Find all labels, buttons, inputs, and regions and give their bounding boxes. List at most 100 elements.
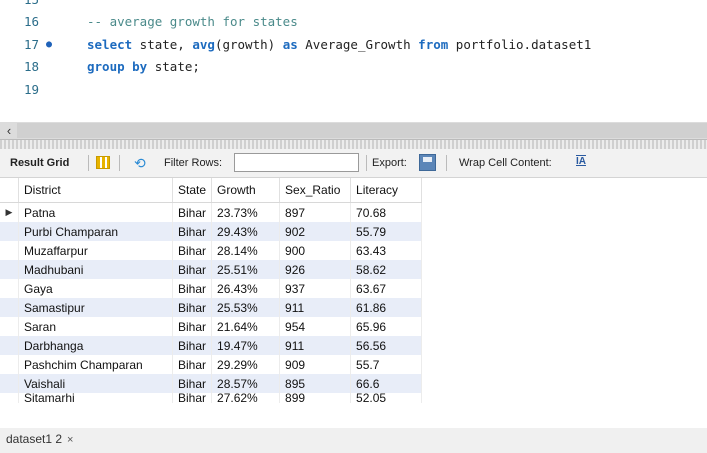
row-marker xyxy=(0,393,19,403)
table-row[interactable]: Sitamarhi Bihar 27.62% 899 52.05 xyxy=(0,393,423,403)
line-number: 17 xyxy=(23,37,39,52)
table-cell[interactable]: 895 xyxy=(279,374,352,393)
table-cell[interactable]: 900 xyxy=(279,241,352,260)
table-cell[interactable]: 55.7 xyxy=(350,355,423,374)
table-cell[interactable]: Patna xyxy=(18,202,173,222)
column-header[interactable]: Sex_Ratio xyxy=(279,178,352,203)
table-cell[interactable]: 70.68 xyxy=(350,202,423,222)
table-cell[interactable]: 29.29% xyxy=(211,355,281,374)
table-cell[interactable]: Bihar xyxy=(172,279,213,298)
table-cell[interactable]: 56.56 xyxy=(350,336,423,355)
table-cell[interactable]: Bihar xyxy=(172,374,213,393)
table-cell[interactable]: 27.62% xyxy=(211,393,281,403)
table-cell[interactable]: Gaya xyxy=(18,279,173,298)
table-cell[interactable]: Sitamarhi xyxy=(18,393,173,403)
column-header[interactable]: Growth xyxy=(211,178,281,203)
grid-view-icon[interactable] xyxy=(96,156,110,169)
filter-rows-label: Filter Rows: xyxy=(164,157,223,169)
table-row[interactable]: Pashchim Champaran Bihar 29.29% 909 55.7 xyxy=(0,355,423,374)
table-row[interactable]: Samastipur Bihar 25.53% 911 61.86 xyxy=(0,298,423,317)
table-cell[interactable]: Bihar xyxy=(172,202,213,222)
tab-dataset1-2[interactable]: dataset1 2 × xyxy=(6,432,73,446)
table-cell[interactable]: 63.43 xyxy=(350,241,423,260)
header-row: District State Growth Sex_Ratio Literacy xyxy=(0,178,423,203)
table-cell[interactable]: Bihar xyxy=(172,241,213,260)
table-cell[interactable]: 52.05 xyxy=(350,393,423,403)
table-cell[interactable]: 25.53% xyxy=(211,298,281,317)
table-cell[interactable]: 23.73% xyxy=(211,202,281,222)
table-row[interactable]: ▶ Patna Bihar 23.73% 897 70.68 xyxy=(0,202,423,222)
table-cell[interactable]: Bihar xyxy=(172,222,213,241)
table-row[interactable]: Madhubani Bihar 25.51% 926 58.62 xyxy=(0,260,423,279)
table-cell[interactable]: Samastipur xyxy=(18,298,173,317)
export-icon[interactable] xyxy=(419,154,436,171)
table-cell[interactable]: 66.6 xyxy=(350,374,423,393)
table-cell[interactable]: Bihar xyxy=(172,317,213,336)
table-cell[interactable]: Madhubani xyxy=(18,260,173,279)
result-grid-button[interactable]: Result Grid xyxy=(10,157,70,169)
table-cell[interactable]: 902 xyxy=(279,222,352,241)
close-icon[interactable]: × xyxy=(67,434,74,446)
toolbar-divider xyxy=(446,155,447,171)
column-header[interactable]: State xyxy=(172,178,213,203)
table-cell[interactable]: 65.96 xyxy=(350,317,423,336)
table-cell[interactable]: 909 xyxy=(279,355,352,374)
table-cell[interactable]: 28.57% xyxy=(211,374,281,393)
statement-marker-icon[interactable]: ● xyxy=(46,39,53,50)
filter-rows-input[interactable] xyxy=(234,153,359,172)
table-row[interactable]: Gaya Bihar 26.43% 937 63.67 xyxy=(0,279,423,298)
table-cell[interactable]: 937 xyxy=(279,279,352,298)
sql-keyword: as xyxy=(282,37,298,52)
table-cell[interactable]: 21.64% xyxy=(211,317,281,336)
table-cell[interactable]: 61.86 xyxy=(350,298,423,317)
row-marker-header xyxy=(0,178,19,203)
table-cell[interactable]: Bihar xyxy=(172,336,213,355)
code-line: 15 xyxy=(0,0,707,11)
table-cell[interactable]: Saran xyxy=(18,317,173,336)
table-row[interactable]: Muzaffarpur Bihar 28.14% 900 63.43 xyxy=(0,241,423,260)
horizontal-scrollbar[interactable]: ‹ xyxy=(0,122,707,139)
table-cell[interactable]: 19.47% xyxy=(211,336,281,355)
table-cell[interactable]: Muzaffarpur xyxy=(18,241,173,260)
table-row[interactable]: Saran Bihar 21.64% 954 65.96 xyxy=(0,317,423,336)
table-cell[interactable]: Bihar xyxy=(172,298,213,317)
table-cell[interactable]: 29.43% xyxy=(211,222,281,241)
result-grid[interactable]: District State Growth Sex_Ratio Literacy… xyxy=(0,178,707,428)
table-cell[interactable]: Bihar xyxy=(172,393,213,403)
wrap-cell-label: Wrap Cell Content: xyxy=(459,157,552,169)
table-cell[interactable]: 897 xyxy=(279,202,352,222)
line-number: 18 xyxy=(23,59,39,74)
table-row[interactable]: Vaishali Bihar 28.57% 895 66.6 xyxy=(0,374,423,393)
column-header[interactable]: Literacy xyxy=(350,178,423,203)
table-cell[interactable]: 911 xyxy=(279,336,352,355)
table-row[interactable]: Darbhanga Bihar 19.47% 911 56.56 xyxy=(0,336,423,355)
table-cell[interactable]: 63.67 xyxy=(350,279,423,298)
row-marker xyxy=(0,260,19,279)
table-cell[interactable]: 926 xyxy=(279,260,352,279)
table-cell[interactable]: 28.14% xyxy=(211,241,281,260)
table-cell[interactable]: Darbhanga xyxy=(18,336,173,355)
column-header[interactable]: District xyxy=(18,178,173,203)
table-cell[interactable]: 25.51% xyxy=(211,260,281,279)
table-cell[interactable]: 26.43% xyxy=(211,279,281,298)
pane-splitter[interactable] xyxy=(0,139,707,149)
table-cell[interactable]: 58.62 xyxy=(350,260,423,279)
table-cell[interactable]: 954 xyxy=(279,317,352,336)
row-marker xyxy=(0,336,19,355)
sql-editor[interactable]: 15 16 -- average growth for states 17 ● … xyxy=(0,0,707,122)
tab-label: dataset1 2 xyxy=(6,432,63,446)
table-cell[interactable]: 899 xyxy=(279,393,352,403)
table-cell[interactable]: 911 xyxy=(279,298,352,317)
table-cell[interactable]: Bihar xyxy=(172,355,213,374)
table-cell[interactable]: Purbi Champaran xyxy=(18,222,173,241)
refresh-icon[interactable]: ⟲ xyxy=(134,155,146,171)
wrap-cell-icon[interactable]: IA xyxy=(576,156,586,167)
table-cell[interactable]: Vaishali xyxy=(18,374,173,393)
table-row[interactable]: Purbi Champaran Bihar 29.43% 902 55.79 xyxy=(0,222,423,241)
scrollbar-thumb[interactable] xyxy=(17,123,707,138)
scroll-left-icon[interactable]: ‹ xyxy=(6,123,12,138)
table-cell[interactable]: Bihar xyxy=(172,260,213,279)
table-cell[interactable]: 55.79 xyxy=(350,222,423,241)
toolbar-divider xyxy=(88,155,89,171)
table-cell[interactable]: Pashchim Champaran xyxy=(18,355,173,374)
